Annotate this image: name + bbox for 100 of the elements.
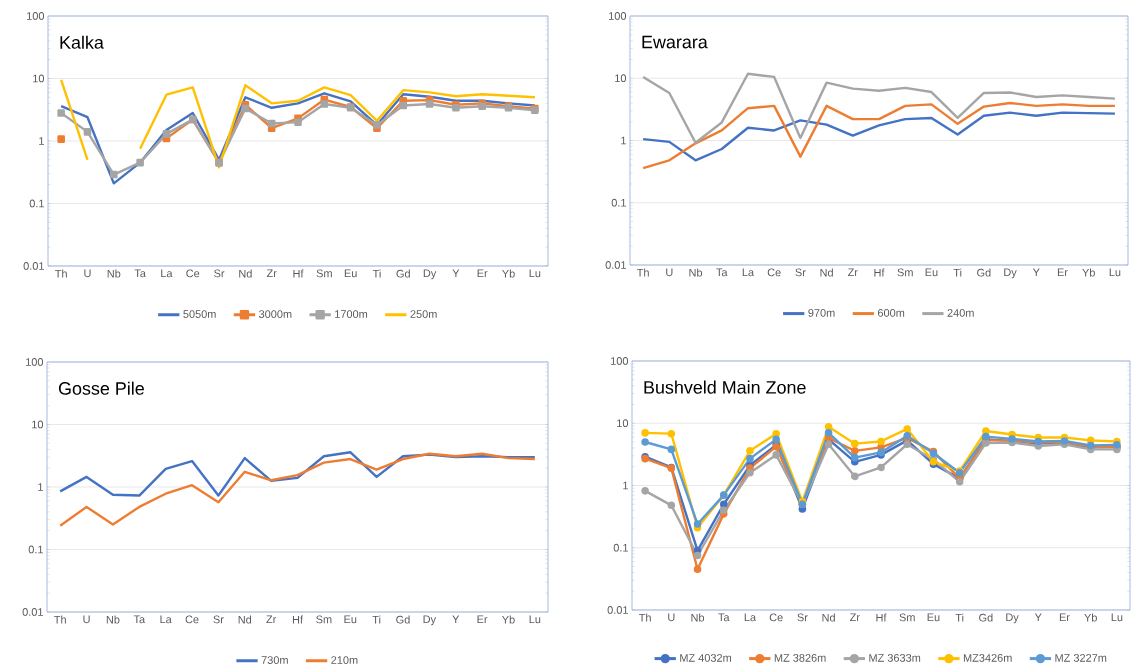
- y-tick-label: 100: [609, 12, 627, 20]
- y-tick-label: 1: [39, 137, 44, 145]
- x-tick-label: Zr: [266, 269, 277, 278]
- legend-label: 5050m: [183, 310, 216, 318]
- y-tick-label: 10: [33, 74, 45, 83]
- x-tick-label: Eu: [925, 268, 938, 277]
- text: Kalka: [60, 35, 104, 49]
- x-tick-label: Y: [1034, 613, 1042, 622]
- legend-label: MZ3426m: [963, 654, 1012, 662]
- y-tick-label: 10: [32, 420, 44, 429]
- y-tick-label: 0.01: [23, 262, 44, 270]
- x-tick-label: Ta: [134, 269, 146, 278]
- x-tick-label: Gd: [977, 268, 991, 277]
- y-tick-label: 1: [623, 481, 628, 490]
- x-tick-label: Ce: [769, 613, 783, 622]
- y-tick-label: 10: [617, 419, 629, 428]
- legend-label: MZ 3826m: [774, 654, 826, 662]
- y-tick-label: 0.01: [605, 261, 626, 269]
- x-tick-label: Hf: [292, 615, 304, 624]
- x-tick-label: Sm: [316, 615, 332, 624]
- x-tick-label: Sr: [214, 269, 225, 278]
- x-tick-label: Ce: [186, 269, 200, 278]
- x-tick-label: Yb: [501, 615, 515, 624]
- legend-label: MZ 4032m: [680, 654, 731, 662]
- legend-label: MZ 3227m: [1055, 654, 1107, 662]
- x-tick-label: Dy: [423, 269, 437, 280]
- x-tick-label: Ti: [955, 613, 964, 622]
- legend-label: MZ 3633m: [869, 654, 921, 662]
- y-tick-label: 0.1: [611, 198, 626, 207]
- x-tick-label: Nb: [107, 269, 121, 278]
- x-tick-label: Gd: [396, 269, 410, 278]
- x-tick-label: La: [160, 615, 172, 624]
- x-tick-label: Sr: [797, 613, 808, 622]
- y-tick-label: 0.01: [607, 606, 628, 614]
- x-tick-label: Yb: [502, 269, 515, 278]
- legend-label: 250m: [410, 310, 437, 318]
- legend-label: 3000m: [259, 310, 292, 318]
- x-tick-label: Er: [477, 615, 488, 624]
- x-tick-label: Ti: [953, 268, 962, 277]
- x-tick-label: Gd: [396, 615, 410, 624]
- x-tick-label: Y: [452, 269, 460, 278]
- x-tick-label: Yb: [1082, 268, 1095, 277]
- legend-label: 970m: [808, 309, 835, 317]
- text: Gosse Pile: [58, 381, 144, 395]
- x-tick-label: Ta: [133, 615, 146, 624]
- x-tick-label: Dy: [1004, 268, 1017, 279]
- x-tick-label: Er: [477, 269, 488, 278]
- x-tick-label: Nd: [822, 613, 835, 622]
- y-tick-label: 10: [615, 74, 627, 83]
- x-tick-label: Eu: [344, 615, 357, 624]
- x-tick-label: Yb: [1084, 613, 1097, 622]
- x-tick-label: Hf: [874, 268, 885, 277]
- y-tick-label: 0.01: [22, 608, 43, 616]
- x-tick-label: Er: [1059, 613, 1070, 622]
- x-tick-label: Nb: [106, 615, 120, 624]
- legend-label: 240m: [947, 309, 974, 317]
- text: Bushveld Main Zone: [644, 380, 806, 394]
- x-tick-label: Ti: [372, 615, 381, 624]
- x-tick-label: Lu: [1111, 613, 1123, 622]
- y-tick-label: 1: [38, 483, 43, 491]
- x-tick-label: Zr: [849, 613, 860, 622]
- x-tick-label: La: [161, 269, 173, 278]
- x-tick-label: Hf: [876, 613, 887, 622]
- x-tick-label: Zr: [266, 615, 277, 624]
- x-tick-label: U: [83, 615, 90, 624]
- x-tick-label: Sm: [897, 268, 913, 277]
- x-tick-label: Gd: [979, 613, 993, 622]
- x-tick-label: Zr: [847, 268, 858, 277]
- x-tick-label: Ce: [185, 615, 199, 624]
- x-tick-label: Eu: [927, 613, 940, 622]
- y-tick-label: 0.1: [613, 543, 628, 552]
- y-tick-label: 1: [621, 136, 626, 145]
- x-tick-label: La: [744, 613, 757, 622]
- x-tick-label: Y: [1032, 268, 1040, 277]
- x-tick-label: Dy: [1006, 613, 1019, 624]
- x-tick-label: Th: [54, 615, 66, 624]
- x-tick-label: U: [84, 269, 91, 278]
- x-tick-label: Hf: [293, 269, 304, 278]
- x-tick-label: Th: [636, 268, 649, 277]
- x-tick-label: U: [668, 613, 675, 622]
- text: Ewarara: [642, 35, 708, 49]
- x-tick-label: Nd: [239, 269, 252, 278]
- x-tick-label: Ta: [718, 613, 730, 622]
- legend-label: 210m: [331, 656, 358, 664]
- x-tick-label: Y: [452, 615, 460, 624]
- x-tick-label: Ce: [767, 268, 781, 277]
- x-tick-label: Th: [55, 269, 67, 278]
- y-tick-label: 0.1: [28, 545, 43, 554]
- legend-label: 730m: [261, 656, 288, 664]
- y-tick-label: 0.1: [29, 199, 44, 208]
- x-tick-label: Er: [1057, 268, 1068, 277]
- x-tick-label: Sr: [795, 268, 806, 277]
- x-tick-label: Lu: [529, 615, 541, 624]
- x-tick-label: Nd: [820, 268, 833, 277]
- x-tick-label: Sm: [316, 269, 332, 278]
- x-tick-label: La: [742, 268, 755, 277]
- x-tick-label: Ta: [716, 268, 728, 277]
- x-tick-label: Nd: [238, 615, 252, 624]
- y-tick-label: 100: [611, 357, 629, 365]
- x-tick-label: Sr: [213, 615, 224, 624]
